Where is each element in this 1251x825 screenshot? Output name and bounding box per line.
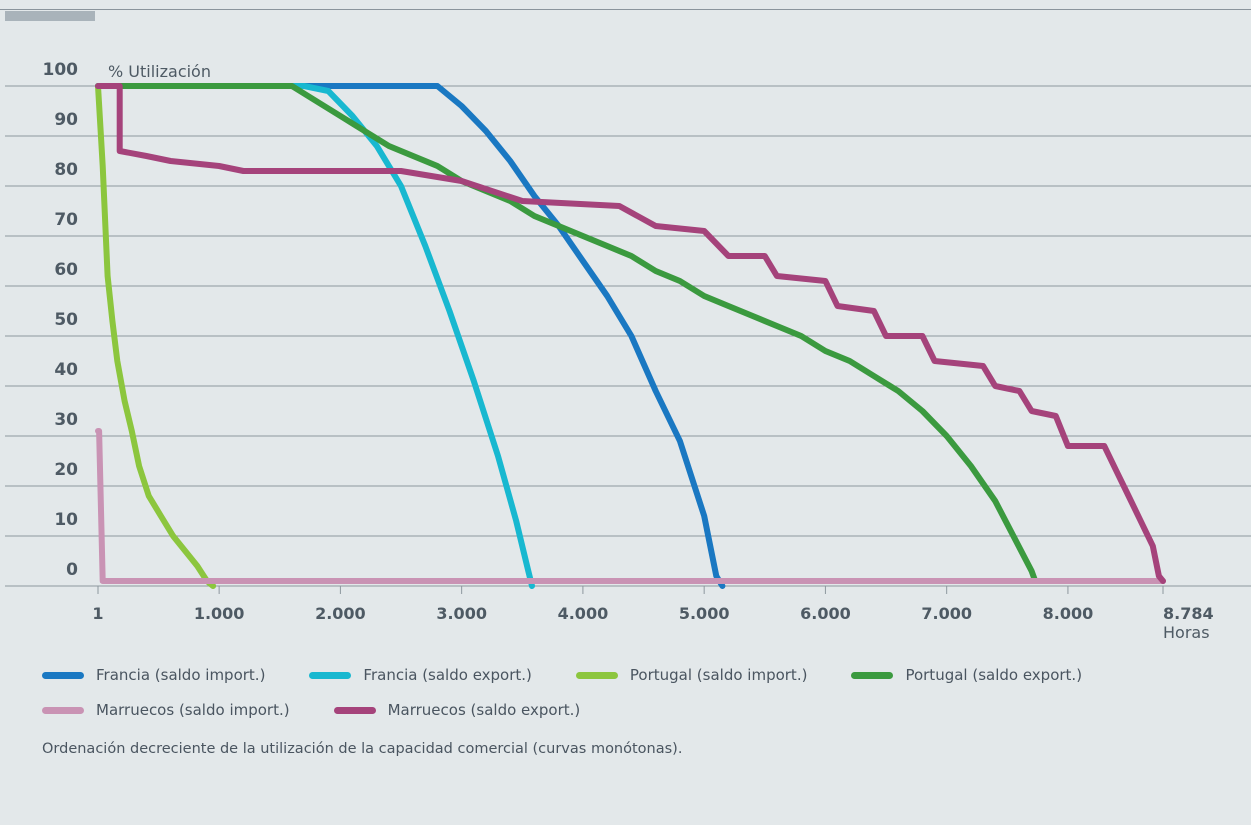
legend-label: Marruecos (saldo import.)	[96, 701, 290, 719]
y-tick-label: 100	[43, 60, 79, 80]
legend-label: Francia (saldo export.)	[363, 666, 532, 684]
x-axis-ticks: 1 1.000 2.000 3.000 4.000 5.000 6.000 7.000 8.00…	[92, 586, 1214, 623]
x-tick-label: 3.000	[436, 604, 487, 623]
top-tab-marker	[5, 11, 95, 21]
legend-swatch	[42, 671, 84, 679]
top-rule	[0, 9, 1251, 10]
legend-label: Portugal (saldo export.)	[905, 666, 1083, 684]
legend-swatch	[309, 671, 352, 679]
y-axis-ticks: 0 10 20 30 40 50 60 70 80 90 100	[43, 60, 79, 580]
legend-item: Marruecos (saldo import.)	[42, 701, 290, 719]
y-tick-label: 70	[54, 210, 78, 230]
x-axis-label: Horas	[1163, 623, 1210, 642]
y-tick-label: 50	[54, 310, 78, 330]
series-line-0	[95, 83, 726, 589]
y-tick-label: 60	[54, 260, 78, 280]
legend-row: Marruecos (saldo import.) Marruecos (sald…	[42, 699, 1232, 721]
y-tick-label: 30	[54, 410, 78, 430]
y-tick-label: 80	[54, 160, 78, 180]
legend-swatch	[575, 671, 618, 679]
series-line-1	[95, 83, 535, 589]
legend-swatch	[42, 706, 84, 714]
legend-item: Marruecos (saldo export.)	[333, 701, 581, 719]
x-tick-label: 8.000	[1043, 604, 1094, 623]
series-line-5	[95, 83, 1166, 584]
series-line-2	[95, 83, 217, 589]
y-tick-label: 0	[66, 560, 78, 580]
legend-item: Francia (saldo export.)	[309, 666, 532, 684]
legend-row: Francia (saldo import.) Francia (saldo ex…	[42, 664, 1232, 686]
y-axis-label: % Utilización	[108, 62, 211, 81]
legend-label: Marruecos (saldo export.)	[387, 701, 581, 719]
x-tick-label: 4.000	[558, 604, 609, 623]
y-tick-label: 10	[54, 510, 78, 530]
y-tick-label: 20	[54, 460, 78, 480]
y-tick-label: 90	[54, 110, 78, 130]
x-tick-label: 6.000	[800, 604, 851, 623]
legend-swatch	[333, 706, 376, 714]
series-lines	[95, 83, 1166, 589]
x-tick-label: 1	[92, 604, 103, 623]
legend-label: Francia (saldo import.)	[96, 666, 266, 684]
x-tick-label: 1.000	[194, 604, 245, 623]
y-tick-label: 40	[54, 360, 78, 380]
x-tick-label: 5.000	[679, 604, 730, 623]
grid-lines	[5, 85, 1251, 587]
legend: Francia (saldo import.) Francia (saldo ex…	[42, 664, 1232, 734]
legend-item: Portugal (saldo export.)	[851, 666, 1082, 684]
x-tick-label: 2.000	[315, 604, 366, 623]
legend-item: Francia (saldo import.)	[42, 666, 265, 684]
legend-label: Portugal (saldo import.)	[629, 666, 808, 684]
x-tick-label: 7.000	[921, 604, 972, 623]
series-line-3	[95, 83, 1039, 584]
legend-swatch	[851, 671, 894, 679]
caption: Ordenación decreciente de la utilización…	[42, 741, 683, 757]
series-line-4	[95, 428, 1166, 584]
x-tick-label: 8.784	[1163, 604, 1214, 623]
utilization-chart: 0 10 20 30 40 50 60 70 80 90 100 1 1.000 2.000 3.000 4…	[5, 60, 1251, 642]
legend-item: Portugal (saldo import.)	[575, 666, 808, 684]
